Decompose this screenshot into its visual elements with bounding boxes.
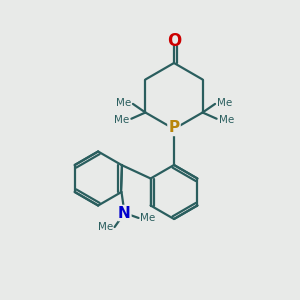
- Text: Me: Me: [140, 213, 155, 223]
- Text: Me: Me: [217, 98, 232, 108]
- Text: N: N: [118, 206, 131, 220]
- Text: Me: Me: [116, 98, 131, 108]
- Text: P: P: [168, 120, 180, 135]
- Text: Me: Me: [98, 222, 113, 232]
- Text: O: O: [167, 32, 181, 50]
- Text: Me: Me: [219, 115, 234, 125]
- Text: Me: Me: [114, 115, 129, 125]
